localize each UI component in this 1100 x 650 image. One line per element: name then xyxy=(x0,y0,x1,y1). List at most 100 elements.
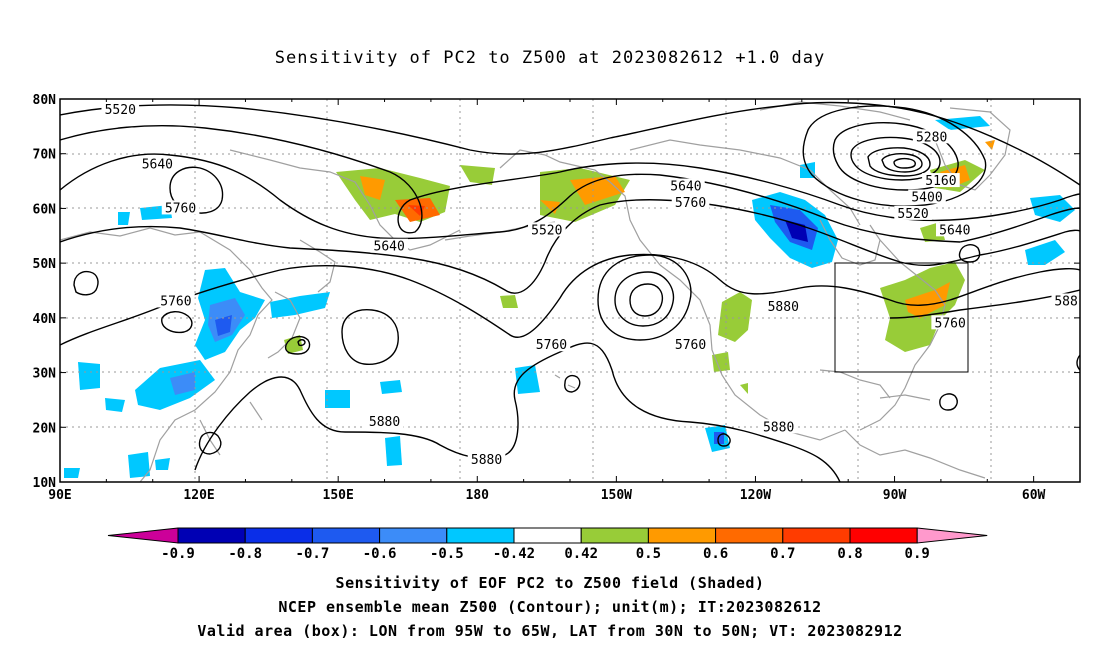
contour-label: 5640 xyxy=(670,180,701,195)
positive-sensitivity-region xyxy=(284,335,303,354)
contour-label-bg xyxy=(912,129,951,144)
contour-label: 5640 xyxy=(374,240,405,255)
coastline-okhotsk xyxy=(299,239,336,293)
contour-line xyxy=(194,342,841,482)
colorbar-high-triangle xyxy=(916,527,988,544)
contour-label: 5760 xyxy=(165,201,196,216)
colorbar-segment xyxy=(580,527,649,544)
negative-sensitivity-region xyxy=(380,380,402,394)
contour-label: 5160 xyxy=(925,174,956,189)
sensitivity-map: 5520564057605640576058805880552057605640… xyxy=(33,93,1081,562)
shading-layer xyxy=(64,116,1075,478)
negative-sensitivity-region xyxy=(1030,195,1075,222)
lon-label: 150E xyxy=(323,488,354,503)
lat-label: 30N xyxy=(33,367,57,382)
colorbar-label: 0.7 xyxy=(770,546,795,562)
lat-label: 20N xyxy=(33,421,57,436)
colorbar-label: -0.6 xyxy=(363,546,397,562)
colorbar-segment xyxy=(177,527,246,544)
negative-sensitivity-region xyxy=(270,292,330,318)
contour-label-bg xyxy=(931,315,969,330)
contour-label-bg xyxy=(532,337,571,352)
contour-label-bg xyxy=(671,337,710,352)
colorbar-segment xyxy=(782,527,851,544)
positive-sensitivity-region xyxy=(718,292,752,342)
lat-label: 60N xyxy=(33,202,57,217)
coastline-greenland xyxy=(934,107,1011,191)
caption-shading: Sensitivity of EOF PC2 to Z500 field (Sh… xyxy=(335,574,765,592)
positive-sensitivity-region xyxy=(905,282,950,318)
contour-label: 5520 xyxy=(897,207,928,222)
contour-line xyxy=(889,289,1080,319)
grid-lines xyxy=(60,99,1080,482)
negative-sensitivity-region xyxy=(325,390,350,408)
contour-label: 5760 xyxy=(675,196,706,211)
colorbar-label: 0.6 xyxy=(703,546,728,562)
colorbar-label: 0.5 xyxy=(636,546,661,562)
colorbar: -0.9 -0.8 -0.7 -0.6 -0.5 -0.42 0.42 0.5 0.6 0.7 0.… xyxy=(107,527,988,562)
negative-sensitivity-region xyxy=(170,372,195,395)
coastline-siberia-east xyxy=(229,149,461,251)
lat-label: 50N xyxy=(33,257,57,272)
positive-sensitivity-region xyxy=(500,295,518,308)
contour-line xyxy=(717,433,731,447)
coastline-asia xyxy=(60,227,273,482)
contour-label: 5880 xyxy=(369,415,400,430)
lat-label: 40N xyxy=(33,312,57,327)
contour-line xyxy=(297,339,306,347)
lon-label: 60W xyxy=(1022,488,1046,503)
contour-label-bg xyxy=(759,419,798,434)
coastline-islands-sea xyxy=(199,401,263,456)
contour-label: 5880 xyxy=(768,300,799,315)
lon-label: 120W xyxy=(740,488,771,503)
lon-label: 90W xyxy=(883,488,907,503)
negative-sensitivity-region xyxy=(385,436,402,466)
lat-label: 10N xyxy=(33,476,57,491)
contour-line xyxy=(881,153,923,173)
colorbar-label: 0.9 xyxy=(905,546,930,562)
contour-label: 5640 xyxy=(939,223,970,238)
contour-label-bg xyxy=(467,452,506,467)
coastline-layer xyxy=(60,101,1011,482)
colorbar-label: -0.9 xyxy=(161,546,195,562)
contour-line xyxy=(802,105,987,207)
contour-label-bg xyxy=(908,189,946,204)
colorbar-segment xyxy=(513,527,582,544)
contour-line xyxy=(939,393,958,411)
colorbar-label: 0.42 xyxy=(564,546,598,562)
contour-line xyxy=(597,254,692,341)
contour-labels: 5520564057605640576058805880552057605640… xyxy=(101,101,1080,468)
negative-sensitivity-region xyxy=(118,212,130,225)
contour-label-bg xyxy=(370,238,408,253)
contour-label-bg xyxy=(138,156,177,171)
positive-sensitivity-region xyxy=(540,200,560,214)
colorbar-label: -0.8 xyxy=(228,546,262,562)
coastline-na-west xyxy=(659,264,846,441)
contour-label: 5400 xyxy=(911,190,942,205)
lat-label: 80N xyxy=(33,93,57,108)
lat-label: 70N xyxy=(33,148,57,163)
contour-label: 5880 xyxy=(763,420,794,435)
lon-label: 90E xyxy=(48,488,71,503)
colorbar-label: -0.5 xyxy=(430,546,464,562)
colorbar-label: 0.8 xyxy=(837,546,862,562)
coastline-na-east xyxy=(859,239,946,431)
negative-sensitivity-region xyxy=(215,315,232,336)
contour-label: 5880 xyxy=(471,453,502,468)
contour-label-bg xyxy=(101,101,140,116)
colorbar-low-triangle xyxy=(107,527,179,544)
colorbar-segment xyxy=(715,527,784,544)
caption-valid-area: Valid area (box): LON from 95W to 65W, L… xyxy=(197,622,903,640)
contour-line xyxy=(893,157,916,169)
contour-line xyxy=(284,335,311,355)
contour-label-bg xyxy=(528,222,566,237)
positive-sensitivity-region xyxy=(460,165,495,185)
coastline-cuba xyxy=(879,394,931,401)
contour-line xyxy=(564,374,581,393)
contour-line xyxy=(60,253,1080,346)
contour-line xyxy=(60,199,981,294)
contour-label: 5760 xyxy=(536,338,567,353)
contour-label-bg xyxy=(894,205,932,220)
contour-line xyxy=(1076,354,1080,371)
